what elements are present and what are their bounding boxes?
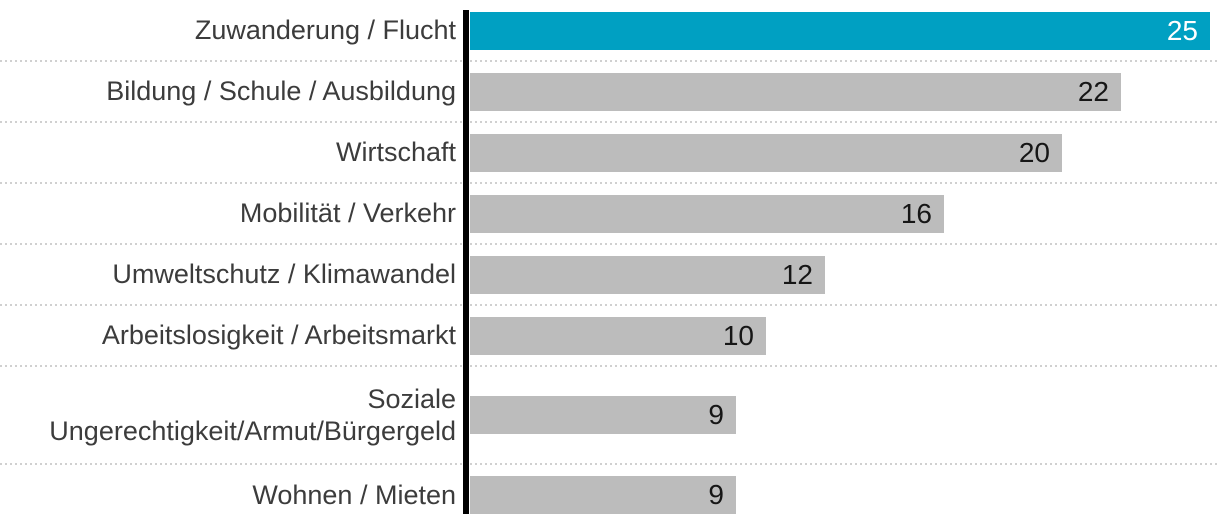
bar: 20 <box>470 133 1062 172</box>
bar-value-label: 12 <box>781 258 813 290</box>
category-label: Wirtschaft <box>335 137 456 168</box>
bar-value-label: 20 <box>1018 136 1050 168</box>
chart-row: Mobilität / Verkehr 16 <box>0 183 1220 245</box>
bar-area: 22 <box>464 72 1220 111</box>
bar: 9 <box>470 396 736 434</box>
chart-row: Wirtschaft 20 <box>0 122 1220 184</box>
bar-value-label: 16 <box>900 197 932 229</box>
chart-row: Umweltschutz / Klimawandel 12 <box>0 244 1220 306</box>
bar: 10 <box>470 316 766 355</box>
bar-area: 20 <box>464 133 1220 172</box>
bar-area: 9 <box>464 396 1220 434</box>
category-label: Wohnen / Mieten <box>252 479 456 510</box>
category-label: Umweltschutz / Klimawandel <box>112 259 456 290</box>
bar: 25 <box>470 11 1210 50</box>
chart-row: Arbeitslosigkeit / Arbeitsmarkt 10 <box>0 305 1220 367</box>
bar-area: 9 <box>464 476 1220 514</box>
bar: 22 <box>470 72 1121 111</box>
bar-value-label: 9 <box>708 399 724 430</box>
bar: 9 <box>470 476 736 514</box>
bar-area: 25 <box>464 11 1220 50</box>
bar: 16 <box>470 194 944 233</box>
bar-value-label: 9 <box>708 479 724 510</box>
bar-value-label: 10 <box>722 319 754 351</box>
chart-row: Zuwanderung / Flucht 25 <box>0 0 1220 62</box>
bar-area: 16 <box>464 194 1220 233</box>
chart-row: Bildung / Schule / Ausbildung 22 <box>0 61 1220 123</box>
category-label: Soziale Ungerechtigkeit/Armut/Bürgergeld <box>49 383 456 446</box>
bar-area: 12 <box>464 255 1220 294</box>
category-label: Mobilität / Verkehr <box>239 198 456 229</box>
chart-row: Wohnen / Mieten 9 <box>0 464 1220 526</box>
bar-value-label: 25 <box>1166 14 1198 46</box>
bar: 12 <box>470 255 825 294</box>
axis-line <box>463 10 469 514</box>
bar-value-label: 22 <box>1077 75 1109 107</box>
category-label: Bildung / Schule / Ausbildung <box>106 76 456 107</box>
category-label: Zuwanderung / Flucht <box>194 15 456 46</box>
chart-row: Soziale Ungerechtigkeit/Armut/Bürgergeld… <box>0 366 1220 465</box>
bar-area: 10 <box>464 316 1220 355</box>
category-label: Arbeitslosigkeit / Arbeitsmarkt <box>101 320 456 351</box>
